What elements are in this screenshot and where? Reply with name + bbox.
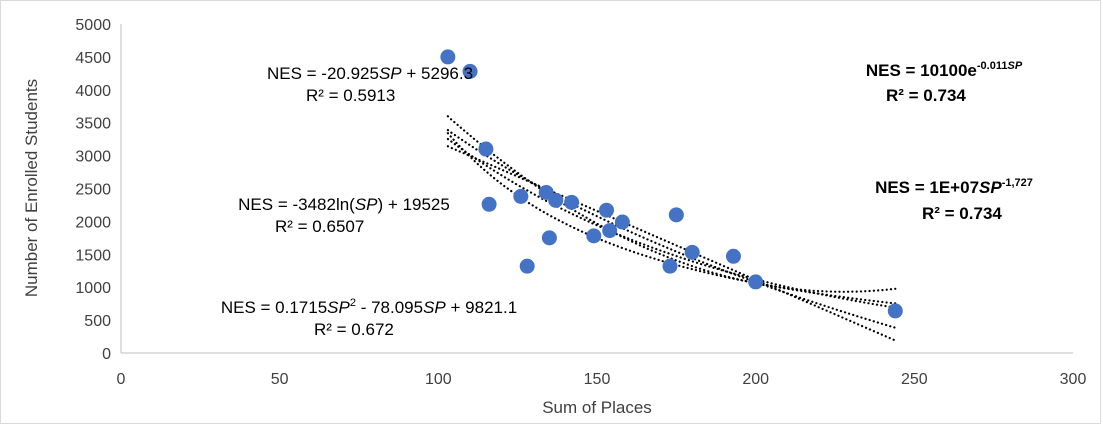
data-point	[748, 274, 764, 290]
y-tick-label: 5000	[75, 17, 111, 34]
y-tick-label: 3500	[75, 116, 111, 133]
trendline-log	[446, 129, 897, 329]
power-r2: R² = 0.734	[922, 204, 1002, 223]
poly-equation: NES = 0.1715SP2 - 78.095SP + 9821.1	[221, 297, 517, 317]
data-point	[541, 230, 557, 246]
x-tick-label: 200	[742, 371, 769, 388]
data-point	[602, 223, 618, 239]
trendline-poly2	[446, 115, 897, 293]
data-point	[586, 228, 602, 244]
linear-equation: NES = -20.925SP + 5296.3	[267, 64, 473, 83]
x-tick-label: 0	[117, 371, 126, 388]
y-tick-label: 1000	[75, 280, 111, 297]
data-point	[519, 258, 535, 274]
y-tick-label: 4500	[75, 50, 111, 67]
y-tick-label: 500	[84, 313, 111, 330]
x-tick-label: 300	[1060, 371, 1087, 388]
exp-equation: NES = 10100e-0.011SP	[866, 60, 1023, 80]
x-tick-labels: 0 50 100 150 200 250 300	[117, 371, 1087, 388]
x-tick-label: 250	[901, 371, 928, 388]
trendline-linear	[446, 145, 897, 342]
exp-r2: R² = 0.734	[886, 86, 966, 105]
log-r2: R² = 0.6507	[275, 217, 364, 236]
y-tick-label: 2500	[75, 182, 111, 199]
trendline-exp	[446, 137, 897, 309]
data-point	[725, 248, 741, 264]
data-point	[684, 244, 700, 260]
x-tick-label: 150	[584, 371, 611, 388]
power-equation: NES = 1E+07SP-1,727	[875, 177, 1033, 197]
data-point	[478, 141, 494, 157]
poly-r2: R² = 0.672	[314, 320, 394, 339]
y-tick-label: 3000	[75, 149, 111, 166]
y-tick-labels: 0 500 1000 1500 2000 2500 3000 3500 4000 4500 5000	[75, 17, 111, 363]
y-tick-label: 1500	[75, 247, 111, 264]
data-point	[481, 196, 497, 212]
y-axis-title: Number of Enrolled Students	[22, 79, 41, 297]
data-point	[564, 194, 580, 210]
x-tick-label: 50	[271, 371, 289, 388]
y-tick-label: 0	[102, 346, 111, 363]
y-tick-label: 2000	[75, 214, 111, 231]
data-point	[887, 303, 903, 319]
log-equation: NES = -3482ln(SP) + 19525	[238, 195, 450, 214]
y-tick-label: 4000	[75, 83, 111, 100]
data-point	[548, 192, 564, 208]
x-tick-label: 100	[425, 371, 452, 388]
data-point	[599, 202, 615, 218]
linear-r2: R² = 0.5913	[306, 86, 395, 105]
data-point	[668, 207, 684, 223]
data-point	[462, 63, 478, 79]
data-point	[662, 258, 678, 274]
data-point	[440, 49, 456, 65]
data-point	[614, 214, 630, 230]
data-points	[440, 49, 903, 319]
x-axis-title: Sum of Places	[542, 398, 652, 417]
data-point	[513, 188, 529, 204]
